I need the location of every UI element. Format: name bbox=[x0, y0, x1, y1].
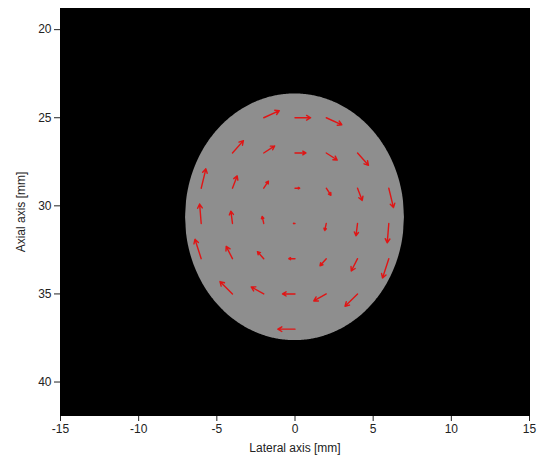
svg-text:10: 10 bbox=[445, 422, 459, 436]
svg-text:-5: -5 bbox=[211, 422, 222, 436]
svg-text:35: 35 bbox=[38, 287, 52, 301]
svg-text:Axial axis [mm]: Axial axis [mm] bbox=[14, 172, 28, 253]
svg-text:15: 15 bbox=[523, 422, 537, 436]
svg-text:25: 25 bbox=[38, 111, 52, 125]
svg-text:20: 20 bbox=[38, 22, 52, 36]
svg-text:30: 30 bbox=[38, 199, 52, 213]
svg-text:-10: -10 bbox=[130, 422, 148, 436]
svg-text:-15: -15 bbox=[52, 422, 70, 436]
svg-text:40: 40 bbox=[38, 375, 52, 389]
svg-text:Lateral axis [mm]: Lateral axis [mm] bbox=[249, 441, 340, 455]
svg-text:0: 0 bbox=[292, 422, 299, 436]
svg-text:5: 5 bbox=[370, 422, 377, 436]
